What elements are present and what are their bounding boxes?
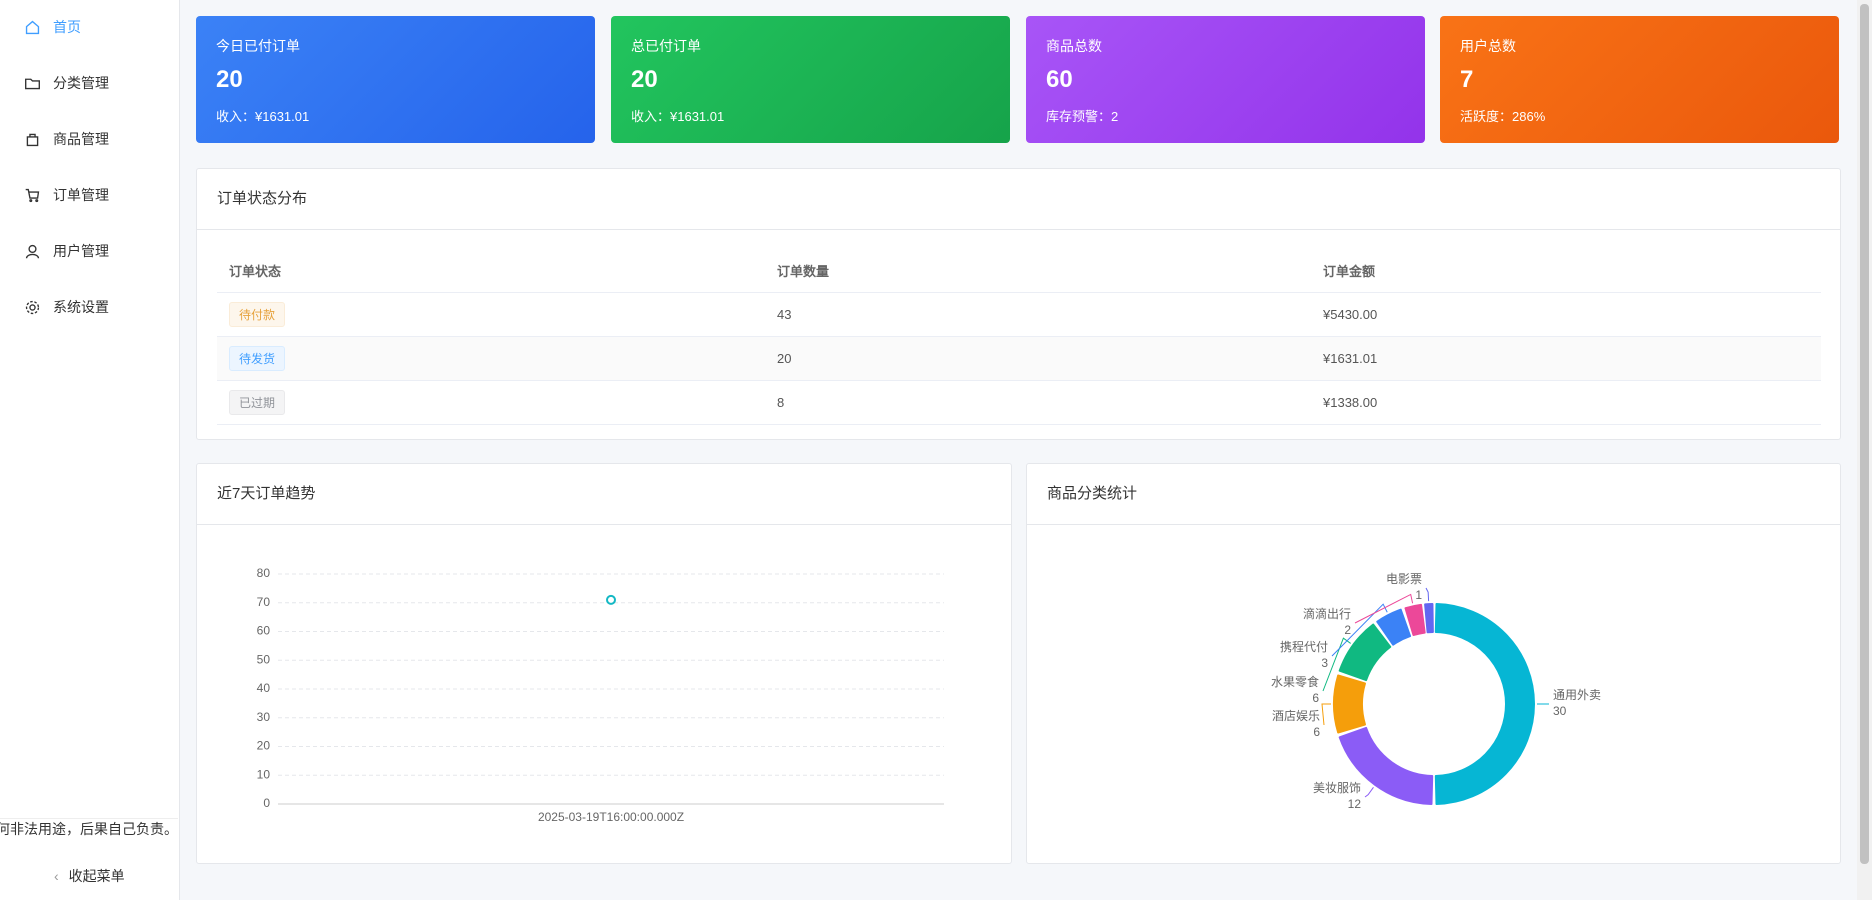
pie-chart: 通用外卖 30 美妆服饰 12 酒店娱乐 6 水果零食 6 携程代付 3 滴滴出行 2 电影票 1 (1271, 572, 1601, 811)
stat-title: 今日已付订单 (216, 38, 300, 54)
slice-value: 30 (1553, 704, 1567, 718)
leader-line (1354, 593, 1414, 624)
menu-label: 商品管理 (53, 131, 109, 147)
slice-label: 美妆服饰 (1313, 781, 1361, 795)
panel-title: 近7天订单趋势 (197, 464, 1011, 525)
slice-value: 3 (1321, 656, 1328, 670)
menu-label: 分类管理 (53, 75, 109, 91)
menu-label: 订单管理 (53, 187, 109, 203)
slice-label: 酒店娱乐 (1272, 709, 1320, 723)
slice (1338, 726, 1434, 805)
cell: 8 (765, 380, 1311, 425)
menu-item[interactable]: 分类管理 (24, 73, 109, 93)
cell: 43 (765, 292, 1311, 337)
menu-item[interactable]: 用户管理 (24, 241, 109, 261)
stat-card: 商品总数 60 库存预警：2 (1026, 16, 1425, 143)
slice-value: 6 (1312, 691, 1319, 705)
y-tick-label: 60 (257, 624, 271, 638)
menu-label: 系统设置 (53, 299, 109, 315)
stat-card: 今日已付订单 20 收入：¥1631.01 (196, 16, 595, 143)
stat-value: 20 (631, 66, 658, 93)
y-tick-label: 40 (257, 681, 271, 695)
slice (1333, 674, 1366, 734)
y-tick-label: 70 (257, 595, 271, 609)
y-tick-label: 20 (257, 739, 271, 753)
y-tick-label: 10 (257, 767, 271, 781)
leader-line (1364, 787, 1374, 798)
slice (1404, 603, 1426, 636)
order-table: 订单状态 订单数量 订单金额 待付款 43 ¥5430.00 待发货 20 ¥1631.01… (217, 249, 1821, 425)
leader-line (1331, 603, 1388, 657)
status-tag: 待付款 (229, 302, 286, 327)
stat-value: 60 (1046, 66, 1073, 93)
panel-title: 商品分类统计 (1027, 464, 1840, 525)
cell: ¥5430.00 (1311, 292, 1821, 337)
stat-card: 总已付订单 20 收入：¥1631.01 (611, 16, 1010, 143)
menu-label: 首页 (53, 19, 81, 35)
y-tick-label: 80 (257, 566, 271, 580)
scrollbar (1857, 0, 1872, 900)
menu-item[interactable]: 系统设置 (24, 297, 109, 317)
panel-title: 订单状态分布 (197, 169, 1840, 230)
sidebar: 首页 分类管理 商品管理 订单管理 用户管理 系统设置 任何非法用途，后果自己负… (0, 0, 180, 900)
menu-item[interactable]: 订单管理 (24, 185, 109, 205)
column-header: 订单金额 (1311, 249, 1821, 293)
slice (1376, 608, 1412, 646)
cell: ¥1338.00 (1311, 380, 1821, 425)
x-tick-label: 2025-03-19T16:00:00.000Z (538, 810, 684, 824)
y-tick-label: 50 (257, 652, 271, 666)
slice-value: 6 (1313, 725, 1320, 739)
slice (1424, 603, 1434, 634)
slice-label: 水果零食 (1271, 674, 1319, 689)
cell: 20 (765, 336, 1311, 381)
slice-value: 1 (1415, 588, 1422, 602)
slice-label: 电影票 (1386, 572, 1422, 586)
status-tag: 待发货 (229, 346, 286, 371)
stat-card: 用户总数 7 活跃度：286% (1440, 16, 1839, 143)
column-header: 订单状态 (217, 249, 765, 293)
menu-label: 用户管理 (53, 243, 109, 259)
menu-item[interactable]: 首页 (24, 17, 81, 37)
stat-value: 7 (1460, 66, 1474, 93)
stat-value: 20 (216, 66, 243, 93)
y-tick-label: 30 (257, 710, 271, 724)
slice-label: 滴滴出行 (1303, 606, 1351, 621)
slice (1338, 623, 1392, 682)
collapse-label: 收起菜单 (68, 868, 125, 884)
stat-sub: 收入：¥1631.01 (631, 109, 725, 124)
line-chart: 0 10 20 30 40 50 60 70 80 2025-03-19T16:00:00.000… (257, 566, 944, 824)
slice-value: 2 (1344, 623, 1351, 637)
pie-chart-panel: 商品分类统计 通用外卖 30 美妆服饰 12 酒店娱乐 6 水果零食 6 携程代付 3 滴滴出行 2 电… (1026, 463, 1841, 864)
stat-sub: 收入：¥1631.01 (216, 109, 310, 124)
cell: ¥1631.01 (1311, 336, 1821, 381)
leader-line (1425, 587, 1430, 602)
leader-line (1321, 703, 1331, 726)
stat-title: 总已付订单 (631, 38, 701, 54)
collapse-button[interactable]: ‹ 收起菜单 (54, 868, 125, 884)
notice: 任何非法用途，后果自己负责。 (0, 818, 178, 839)
y-tick-label: 0 (263, 796, 270, 810)
slice (1434, 603, 1536, 805)
slice-value: 12 (1348, 797, 1362, 811)
column-header: 订单数量 (765, 249, 1311, 293)
stat-title: 商品总数 (1046, 38, 1102, 54)
menu-item[interactable]: 商品管理 (24, 129, 109, 149)
stat-title: 用户总数 (1460, 38, 1516, 54)
order-status-panel: 订单状态分布 订单状态 订单数量 订单金额 待付款 43 ¥5430.00 待发货 20 ¥… (196, 168, 1841, 440)
point (606, 594, 616, 605)
leader-line (1322, 637, 1351, 692)
slice-label: 携程代付 (1280, 639, 1328, 654)
line-chart-panel: 近7天订单趋势 0 10 20 30 40 50 60 70 80 2025-03-19T16:0… (196, 463, 1012, 864)
stat-sub: 库存预警：2 (1046, 109, 1119, 124)
slice-label: 通用外卖 (1553, 688, 1601, 702)
stat-sub: 活跃度：286% (1460, 109, 1546, 124)
status-tag: 已过期 (229, 390, 286, 415)
